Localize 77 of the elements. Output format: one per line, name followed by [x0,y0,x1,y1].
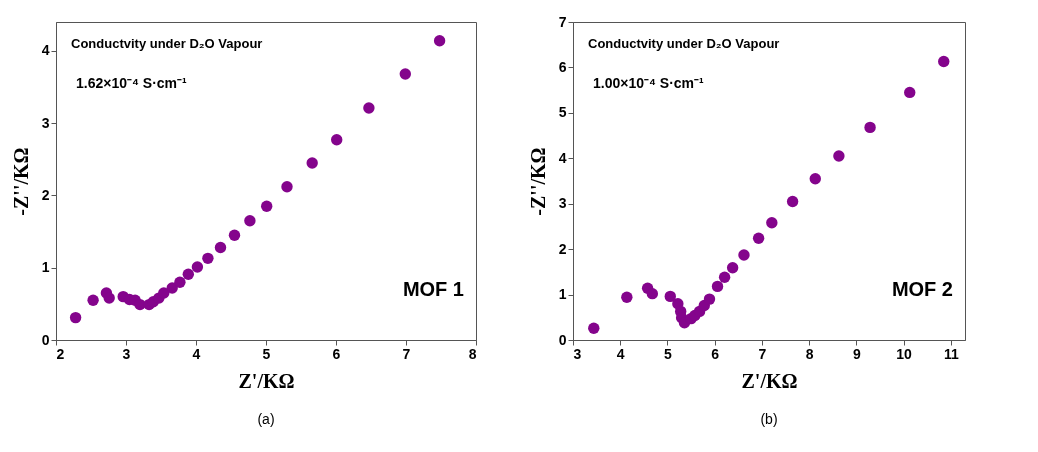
point [809,173,821,185]
x-tick-label: 5 [262,345,271,362]
annotation: MOF 1 [402,278,464,300]
x-tick-label: 11 [943,345,959,362]
x-tick-label: 3 [122,345,131,362]
point [864,121,876,134]
point [766,217,778,229]
y-tick-label: 4 [558,149,567,166]
point [281,181,293,193]
point [363,102,375,114]
point [331,134,343,146]
point [202,252,214,265]
y-tick-label: 2 [41,186,50,203]
point [103,292,115,304]
point [718,271,731,283]
y-tick-label: 6 [558,58,567,75]
point [158,287,170,299]
point [786,195,799,208]
x-tick-label: 7 [758,345,767,362]
point [182,268,194,280]
point [646,287,659,300]
point [306,157,318,169]
y-tick-label: 4 [41,42,50,59]
point [228,229,241,241]
point [621,291,633,303]
x-tick-label: 7 [402,345,411,362]
annotation: Conductvity under D₂O Vapour [71,36,263,51]
x-tick-label: 10 [896,345,913,362]
point [711,280,724,293]
point [726,262,739,274]
point [214,241,227,254]
point [703,293,716,305]
x-tick-label: 9 [852,345,861,362]
y-tick-label: 0 [558,331,567,348]
y-axis-title: -Z''/KΩ [526,147,549,216]
point [191,261,204,273]
annotation: 1.00×10⁻⁴ S·cm⁻¹ [593,75,705,91]
y-tick-label: 3 [558,195,567,212]
point [904,86,916,99]
x-tick-label: 6 [711,345,720,362]
point [664,290,676,303]
y-tick-label: 1 [41,259,50,276]
x-axis-title: Z'/KΩ [238,369,295,392]
x-tick-label: 4 [616,345,625,362]
point [833,150,845,162]
point [69,311,82,324]
x-tick-label: 8 [468,345,477,362]
point [433,35,446,47]
x-tick-label: 8 [805,345,814,362]
x-tick-label: 4 [192,345,201,362]
annotation: MOF 2 [891,278,953,300]
point [87,294,99,306]
y-tick-label: 3 [41,114,50,131]
point [738,249,750,261]
x-axis-title: Z'/KΩ [741,369,798,392]
annotation: Conductvity under D₂O Vapour [588,36,780,51]
y-tick-label: 5 [558,104,567,121]
point [588,322,600,334]
point [174,276,186,288]
y-tick-label: 2 [558,240,567,257]
x-tick-label: 3 [573,345,582,362]
point [166,282,178,294]
y-tick-label: 1 [558,286,567,303]
point [399,68,411,80]
y-axis-title: -Z''/KΩ [9,147,32,216]
x-tick-label: 2 [56,345,65,362]
point [752,232,765,244]
annotation: 1.62×10⁻⁴ S·cm⁻¹ [76,75,188,91]
y-tick-label: 7 [558,13,567,30]
point [244,215,256,227]
text: (b) [760,411,778,427]
point [938,55,950,68]
x-tick-label: 5 [664,345,673,362]
text: (a) [257,411,275,427]
point [261,200,273,212]
x-tick-label: 6 [332,345,341,362]
y-tick-label: 0 [41,331,50,348]
